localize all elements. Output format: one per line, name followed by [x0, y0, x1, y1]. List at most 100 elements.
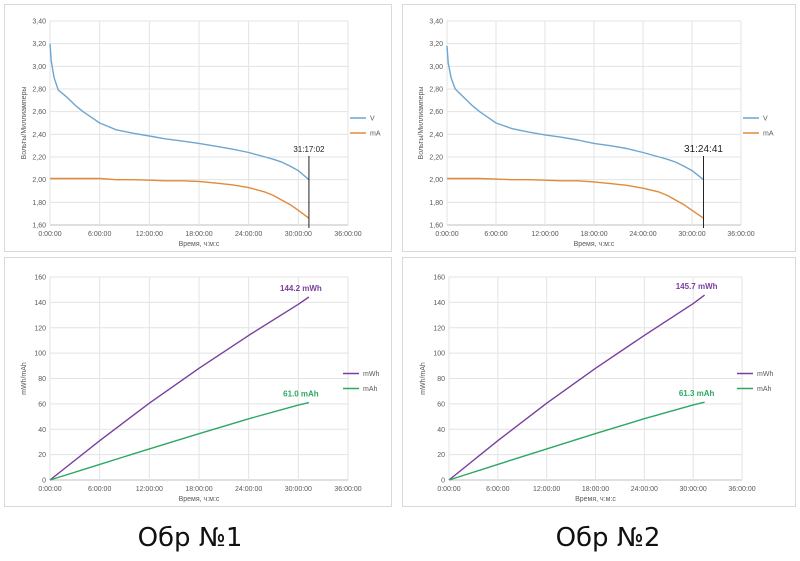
x-tick-label: 18:00:00 [185, 486, 212, 493]
y-tick-label: 160 [34, 275, 46, 282]
y-tick-label: 40 [38, 427, 46, 434]
chart-svg-bottom-left: 0 20 40 60 80 100 120 140 160 0:00:00 6:00:00 12:00… [21, 275, 379, 504]
y-tick-label: 160 [433, 275, 445, 282]
y-tick-label: 3,00 [429, 64, 443, 71]
y-axis-title: mWh/mAh [420, 362, 427, 395]
y-tick-label: 3,00 [32, 64, 46, 71]
x-tick-label: 0:00:00 [437, 486, 460, 493]
chart-panel-top-left: 1,60 1,80 2,00 2,20 2,40 2,60 2,80 3,00 3,20 3,40… [4, 4, 392, 252]
series-line-V [49, 43, 310, 181]
x-tick-label: 6:00:00 [88, 486, 111, 493]
data-label-mAh: 61.3 mAh [679, 389, 715, 398]
x-axis-title: Время, ч:м:с [574, 241, 615, 248]
x-tick-label: 24:00:00 [235, 231, 262, 238]
y-tick-label: 60 [38, 401, 46, 408]
x-tick-label: 24:00:00 [631, 486, 658, 493]
x-tick-label: 12:00:00 [531, 231, 558, 238]
y-tick-label: 2,20 [429, 155, 443, 162]
x-tick-label: 30:00:00 [678, 231, 705, 238]
y-tick-label: 2,40 [429, 132, 443, 139]
y-tick-label: 20 [38, 452, 46, 459]
x-tick-label: 18:00:00 [580, 231, 607, 238]
x-tick-label: 6:00:00 [88, 231, 111, 238]
x-tick-label: 6:00:00 [486, 486, 509, 493]
chart-panel-bottom-left: 0 20 40 60 80 100 120 140 160 0:00:00 6:00:00 12:00… [4, 257, 392, 507]
y-tick-label: 140 [34, 300, 46, 307]
x-tick-label: 36:00:00 [334, 231, 361, 238]
y-axis-title: Вольты/Миллиамперы [21, 87, 28, 160]
y-tick-label: 3,20 [32, 41, 46, 48]
legend-label-V: V [763, 116, 768, 123]
x-tick-label: 18:00:00 [582, 486, 609, 493]
y-tick-label: 2,20 [32, 155, 46, 162]
y-tick-label: 0 [441, 478, 445, 485]
data-label-mWh: 145.7 mWh [676, 282, 718, 291]
chart-panel-bottom-right: 0 20 40 60 80 100 120 140 160 0:00:00 6:00:00 12:00… [402, 257, 796, 507]
y-tick-label: 2,80 [32, 87, 46, 94]
y-tick-label: 0 [42, 478, 46, 485]
annotation-label: 31:24:41 [684, 144, 723, 155]
y-tick-label: 1,80 [32, 200, 46, 207]
legend-label-mAh: mAh [363, 386, 378, 393]
y-tick-label: 120 [34, 325, 46, 332]
series-line-mWh [448, 294, 706, 481]
x-tick-label: 18:00:00 [185, 231, 212, 238]
series-line-mAh [448, 401, 705, 481]
annotation-label: 31:17:02 [293, 145, 325, 154]
legend-label-mA: mA [763, 131, 774, 138]
chart-svg-top-right: 1,60 1,80 2,00 2,20 2,40 2,60 2,80 3,00 3,20 3,40… [418, 19, 774, 249]
x-tick-label: 12:00:00 [533, 486, 560, 493]
y-tick-label: 2,40 [32, 132, 46, 139]
y-tick-label: 80 [38, 376, 46, 383]
x-axis-title: Время, ч:м:с [575, 496, 616, 503]
y-tick-label: 100 [34, 351, 46, 358]
y-tick-label: 140 [433, 300, 445, 307]
x-tick-label: 6:00:00 [484, 231, 507, 238]
legend-label-mWh: mWh [757, 371, 773, 378]
x-tick-label: 36:00:00 [728, 486, 755, 493]
chart-svg-top-left: 1,60 1,80 2,00 2,20 2,40 2,60 2,80 3,00 3,20 3,40… [21, 19, 381, 249]
x-tick-label: 12:00:00 [136, 486, 163, 493]
y-tick-label: 80 [437, 376, 445, 383]
series-line-mA [447, 177, 704, 219]
y-axis-title: mWh/mAh [21, 362, 28, 395]
x-axis-title: Время, ч:м:с [179, 496, 220, 503]
series-line-mA [50, 177, 310, 219]
x-tick-label: 0:00:00 [38, 486, 61, 493]
sample-caption-1: Обр №1 [137, 523, 243, 553]
y-tick-label: 100 [433, 351, 445, 358]
y-tick-label: 40 [437, 427, 445, 434]
y-tick-label: 2,60 [429, 109, 443, 116]
y-tick-label: 2,00 [32, 177, 46, 184]
x-tick-label: 12:00:00 [136, 231, 163, 238]
y-axis-title: Вольты/Миллиамперы [418, 87, 425, 160]
x-tick-label: 36:00:00 [334, 486, 361, 493]
legend-label-mWh: mWh [363, 371, 379, 378]
x-tick-label: 30:00:00 [680, 486, 707, 493]
x-axis-title: Время, ч:м:с [179, 241, 220, 248]
series-line-mWh [49, 296, 310, 481]
y-tick-label: 3,40 [32, 19, 46, 26]
y-tick-label: 2,00 [429, 177, 443, 184]
legend-label-V: V [370, 116, 375, 123]
x-tick-label: 0:00:00 [38, 231, 61, 238]
series-line-V [446, 45, 704, 181]
x-tick-label: 0:00:00 [435, 231, 458, 238]
y-tick-label: 3,40 [429, 19, 443, 26]
y-tick-label: 1,60 [429, 223, 443, 230]
y-tick-label: 2,80 [429, 87, 443, 94]
y-tick-label: 2,60 [32, 109, 46, 116]
data-label-mWh: 144.2 mWh [280, 284, 322, 293]
chart-panel-top-right: 1,60 1,80 2,00 2,20 2,40 2,60 2,80 3,00 3,20 3,40… [402, 4, 796, 252]
y-tick-label: 1,80 [429, 200, 443, 207]
data-label-mAh: 61.0 mAh [283, 390, 319, 399]
y-tick-label: 20 [437, 452, 445, 459]
y-tick-label: 1,60 [32, 223, 46, 230]
sample-caption-2: Обр №2 [555, 523, 661, 553]
x-tick-label: 30:00:00 [285, 486, 312, 493]
y-tick-label: 60 [437, 401, 445, 408]
x-tick-label: 30:00:00 [285, 231, 312, 238]
x-tick-label: 24:00:00 [629, 231, 656, 238]
y-tick-label: 3,20 [429, 41, 443, 48]
series-line-mAh [49, 401, 310, 481]
